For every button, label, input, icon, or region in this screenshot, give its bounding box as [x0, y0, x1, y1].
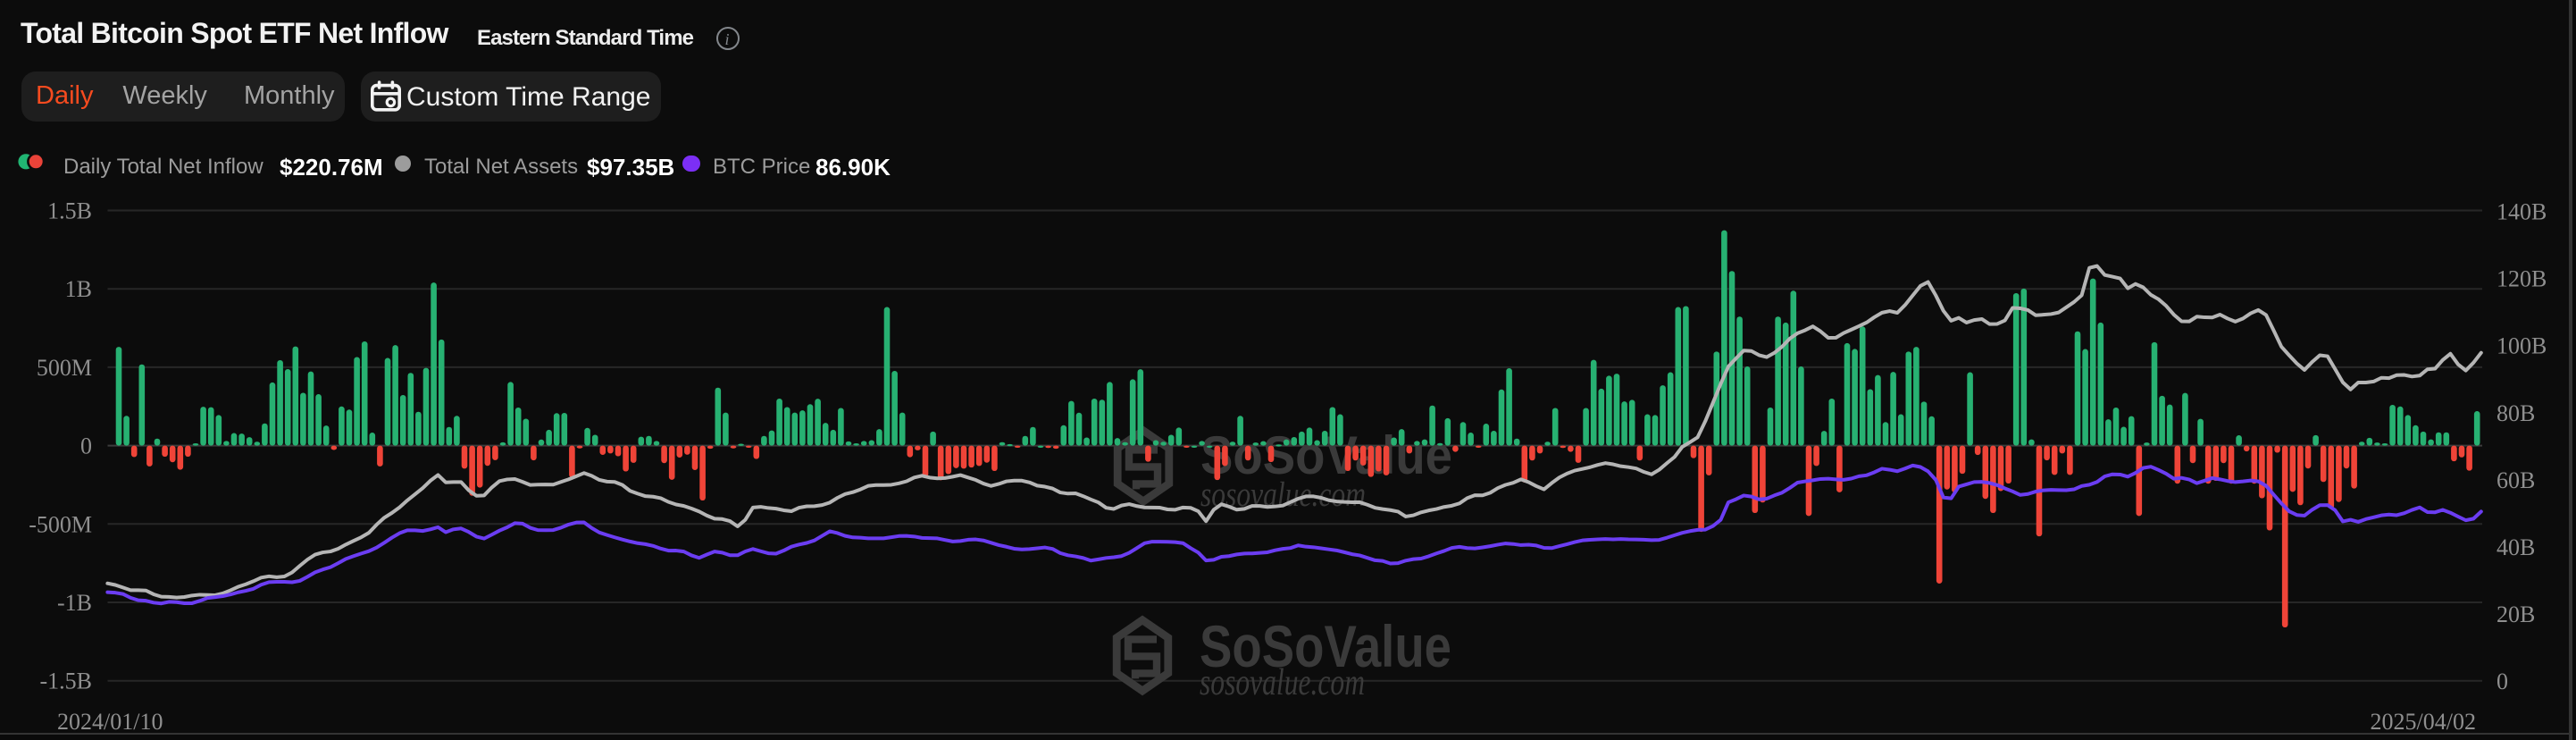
svg-text:140B: 140B: [2497, 199, 2547, 225]
svg-text:2024/01/10: 2024/01/10: [57, 709, 163, 735]
svg-text:-500M: -500M: [29, 511, 92, 537]
svg-text:0: 0: [2497, 669, 2508, 694]
svg-text:-1.5B: -1.5B: [40, 669, 93, 694]
svg-text:SoSoValue: SoSoValue: [1200, 613, 1451, 679]
svg-text:2025/04/02: 2025/04/02: [2371, 709, 2476, 735]
svg-text:40B: 40B: [2497, 534, 2535, 560]
svg-text:20B: 20B: [2497, 601, 2535, 627]
svg-text:sosovalue.com: sosovalue.com: [1200, 662, 1365, 703]
svg-text:1.5B: 1.5B: [47, 198, 92, 224]
svg-text:1B: 1B: [65, 276, 92, 302]
svg-text:-1B: -1B: [57, 590, 92, 616]
svg-text:100B: 100B: [2497, 333, 2547, 359]
svg-text:sosovalue.com: sosovalue.com: [1200, 475, 1366, 514]
svg-text:60B: 60B: [2497, 467, 2535, 493]
svg-text:0: 0: [80, 433, 92, 459]
svg-text:80B: 80B: [2497, 400, 2535, 426]
svg-text:120B: 120B: [2497, 266, 2547, 292]
svg-text:500M: 500M: [37, 355, 92, 381]
